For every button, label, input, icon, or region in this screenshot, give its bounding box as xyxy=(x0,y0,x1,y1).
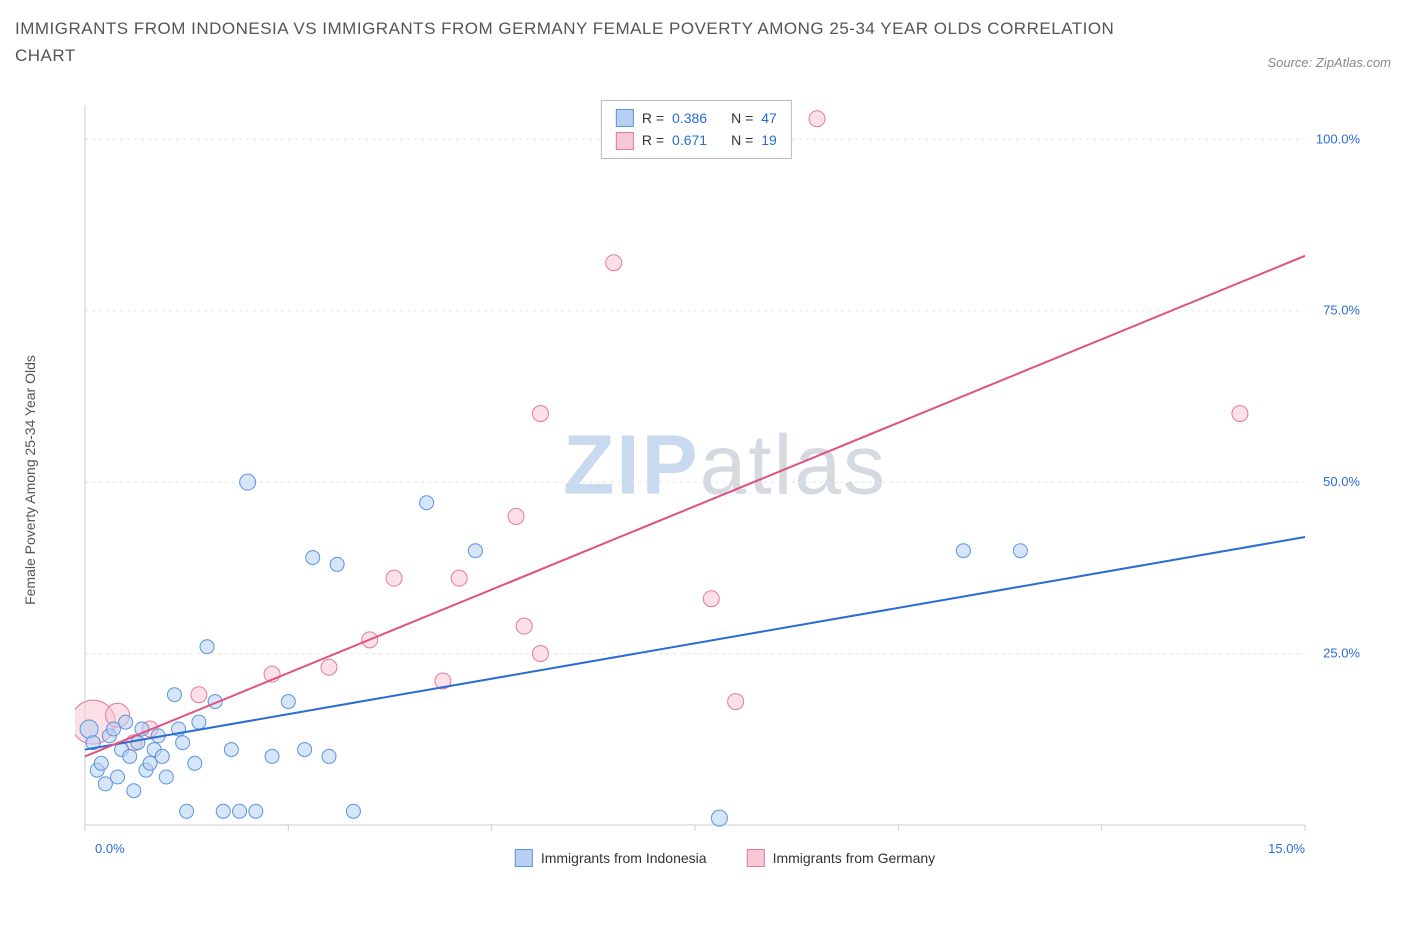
svg-text:0.0%: 0.0% xyxy=(95,841,125,856)
stats-row-germany: R = 0.671 N = 19 xyxy=(616,129,777,151)
header-row: IMMIGRANTS FROM INDONESIA VS IMMIGRANTS … xyxy=(15,15,1391,70)
bottom-legend: Immigrants from Indonesia Immigrants fro… xyxy=(515,849,935,867)
svg-text:50.0%: 50.0% xyxy=(1323,474,1360,489)
legend-label-indonesia: Immigrants from Indonesia xyxy=(541,850,707,866)
n-value-indonesia: 47 xyxy=(761,107,777,129)
legend-label-germany: Immigrants from Germany xyxy=(773,850,936,866)
legend-item-germany: Immigrants from Germany xyxy=(747,849,936,867)
svg-text:15.0%: 15.0% xyxy=(1268,841,1305,856)
r-value-indonesia: 0.386 xyxy=(672,107,707,129)
stats-row-indonesia: R = 0.386 N = 47 xyxy=(616,107,777,129)
r-value-germany: 0.671 xyxy=(672,129,707,151)
n-label: N = xyxy=(731,129,753,151)
r-label: R = xyxy=(642,107,664,129)
swatch-indonesia xyxy=(616,109,634,127)
n-label: N = xyxy=(731,107,753,129)
swatch-germany xyxy=(616,132,634,150)
svg-text:75.0%: 75.0% xyxy=(1323,303,1360,318)
y-axis-label: Female Poverty Among 25-34 Year Olds xyxy=(22,355,38,605)
correlation-chart: IMMIGRANTS FROM INDONESIA VS IMMIGRANTS … xyxy=(15,15,1391,915)
scatter-svg: 25.0% 50.0% 75.0% 100.0% 0.0% 15.0% xyxy=(75,95,1375,865)
source-attribution: Source: ZipAtlas.com xyxy=(1267,55,1391,70)
swatch-indonesia xyxy=(515,849,533,867)
chart-title: IMMIGRANTS FROM INDONESIA VS IMMIGRANTS … xyxy=(15,15,1115,69)
swatch-germany xyxy=(747,849,765,867)
r-label: R = xyxy=(642,129,664,151)
svg-text:25.0%: 25.0% xyxy=(1323,646,1360,661)
legend-item-indonesia: Immigrants from Indonesia xyxy=(515,849,707,867)
svg-text:100.0%: 100.0% xyxy=(1316,131,1361,146)
stats-legend-box: R = 0.386 N = 47 R = 0.671 N = 19 xyxy=(601,100,792,159)
plot-area: Female Poverty Among 25-34 Year Olds ZIP… xyxy=(75,95,1375,865)
n-value-germany: 19 xyxy=(761,129,777,151)
